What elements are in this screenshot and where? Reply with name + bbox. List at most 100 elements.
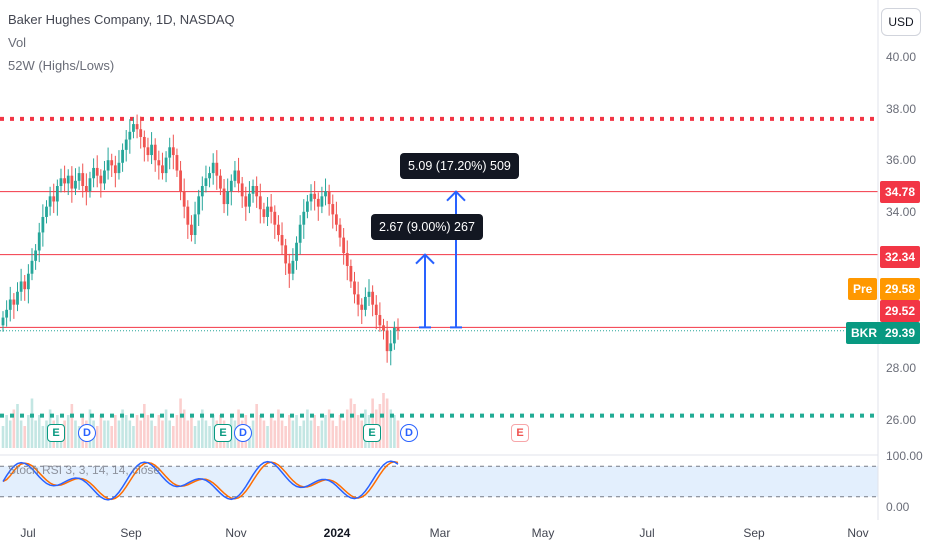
candle-body [237,170,240,184]
candle-body [59,178,63,186]
volume-bar [168,420,171,448]
candle-body [150,144,153,156]
candle-body [291,260,295,274]
x-tick: Nov [225,526,247,540]
candle-body [16,291,19,305]
candle-body [258,196,262,210]
volume-bar [320,420,324,448]
dividend-event-icon[interactable]: D [78,424,96,442]
candle-body [8,299,12,310]
candle-body [360,304,364,310]
volume-bar [95,426,99,448]
volume-bar [103,420,106,448]
candle-body [371,291,375,305]
volume-bar [193,426,197,448]
x-tick: Sep [120,526,142,540]
candle-body [95,167,99,176]
measure-arrow-head [415,253,435,265]
candle-body [113,165,117,174]
earnings-event-icon[interactable]: E [47,424,65,442]
candle-body [200,186,204,197]
candle-body [99,175,103,184]
candle-body [222,188,226,205]
candle-body [240,183,244,197]
candle-body [262,209,266,217]
volume-bar [179,398,182,448]
candle-body [356,294,360,305]
candle-body [342,237,346,254]
volume-bar [190,415,193,448]
candle-body [248,193,251,207]
volume-bar [396,420,400,448]
y-tick: 38.00 [886,102,917,116]
stoch-tick: 100.00 [886,449,923,463]
y-tick: 26.00 [886,413,917,427]
candle-body [70,175,74,189]
candle-body [117,162,121,174]
currency-button[interactable]: USD [881,8,921,36]
volume-bar [371,398,374,448]
volume-bar [284,426,287,448]
earnings-event-icon[interactable]: E [363,424,381,442]
candle-body [23,281,27,290]
candle-body [295,242,298,261]
volume-bar [157,415,161,448]
candle-body [161,165,164,174]
volume-bar [164,409,168,448]
volume-bar [8,420,12,448]
x-tick: Mar [429,526,451,540]
pre-market-label: Pre [848,278,878,300]
candle-body [378,315,382,326]
candle-body [385,330,389,352]
volume-bar [353,404,356,448]
volume-bar [114,415,117,448]
candle-body [52,196,56,202]
stoch-tick: 0.00 [886,500,910,514]
volume-bar [197,420,200,448]
volume-bar [302,420,306,448]
candle-body [382,325,385,331]
candle-body [334,214,338,225]
candle-body [146,147,150,156]
y-tick: 40.00 [886,50,917,64]
volume-bar [128,420,132,448]
volume-bar [331,420,335,448]
x-tick: Sep [743,526,765,540]
candle-body [284,245,288,264]
volume-bar [74,420,77,448]
volume-bar [316,426,320,448]
stoch-rsi-label: Stoch RSI 3, 3, 14, 14, close [8,463,161,477]
candle-body [251,186,255,194]
candle-body [211,162,215,174]
candle-body [77,173,81,181]
candle-body [164,157,168,174]
volume-bar [313,415,316,448]
volume-bar [121,409,124,448]
volume-bar [389,409,393,448]
candle-body [190,224,193,236]
52w-legend: 52W (Highs/Lows) [8,58,115,73]
pre-market-price: 29.58 [880,278,921,300]
candles [1,114,400,366]
y-tick: 28.00 [886,361,917,375]
candle-body [374,304,378,315]
candle-body [182,191,186,207]
measure-callout-upper: 5.09 (17.20%) 509 [400,153,519,179]
volume-bar [251,420,255,448]
candle-body [367,291,371,297]
candle-body [277,224,280,236]
dividend-event-icon[interactable]: D [400,424,418,442]
candle-body [244,196,248,207]
volume-legend: Vol [8,35,27,50]
candle-body [88,178,92,192]
candle-body [255,186,259,197]
candle-body [269,206,273,212]
candle-body [37,232,41,251]
earnings-event-icon[interactable]: E [214,424,232,442]
candle-body [280,235,284,246]
volume-bar [273,420,277,448]
candle-body [215,162,219,176]
dividend-event-icon[interactable]: D [234,424,252,442]
upcoming-earnings-icon[interactable]: E [511,424,529,442]
candle-body [204,178,208,186]
